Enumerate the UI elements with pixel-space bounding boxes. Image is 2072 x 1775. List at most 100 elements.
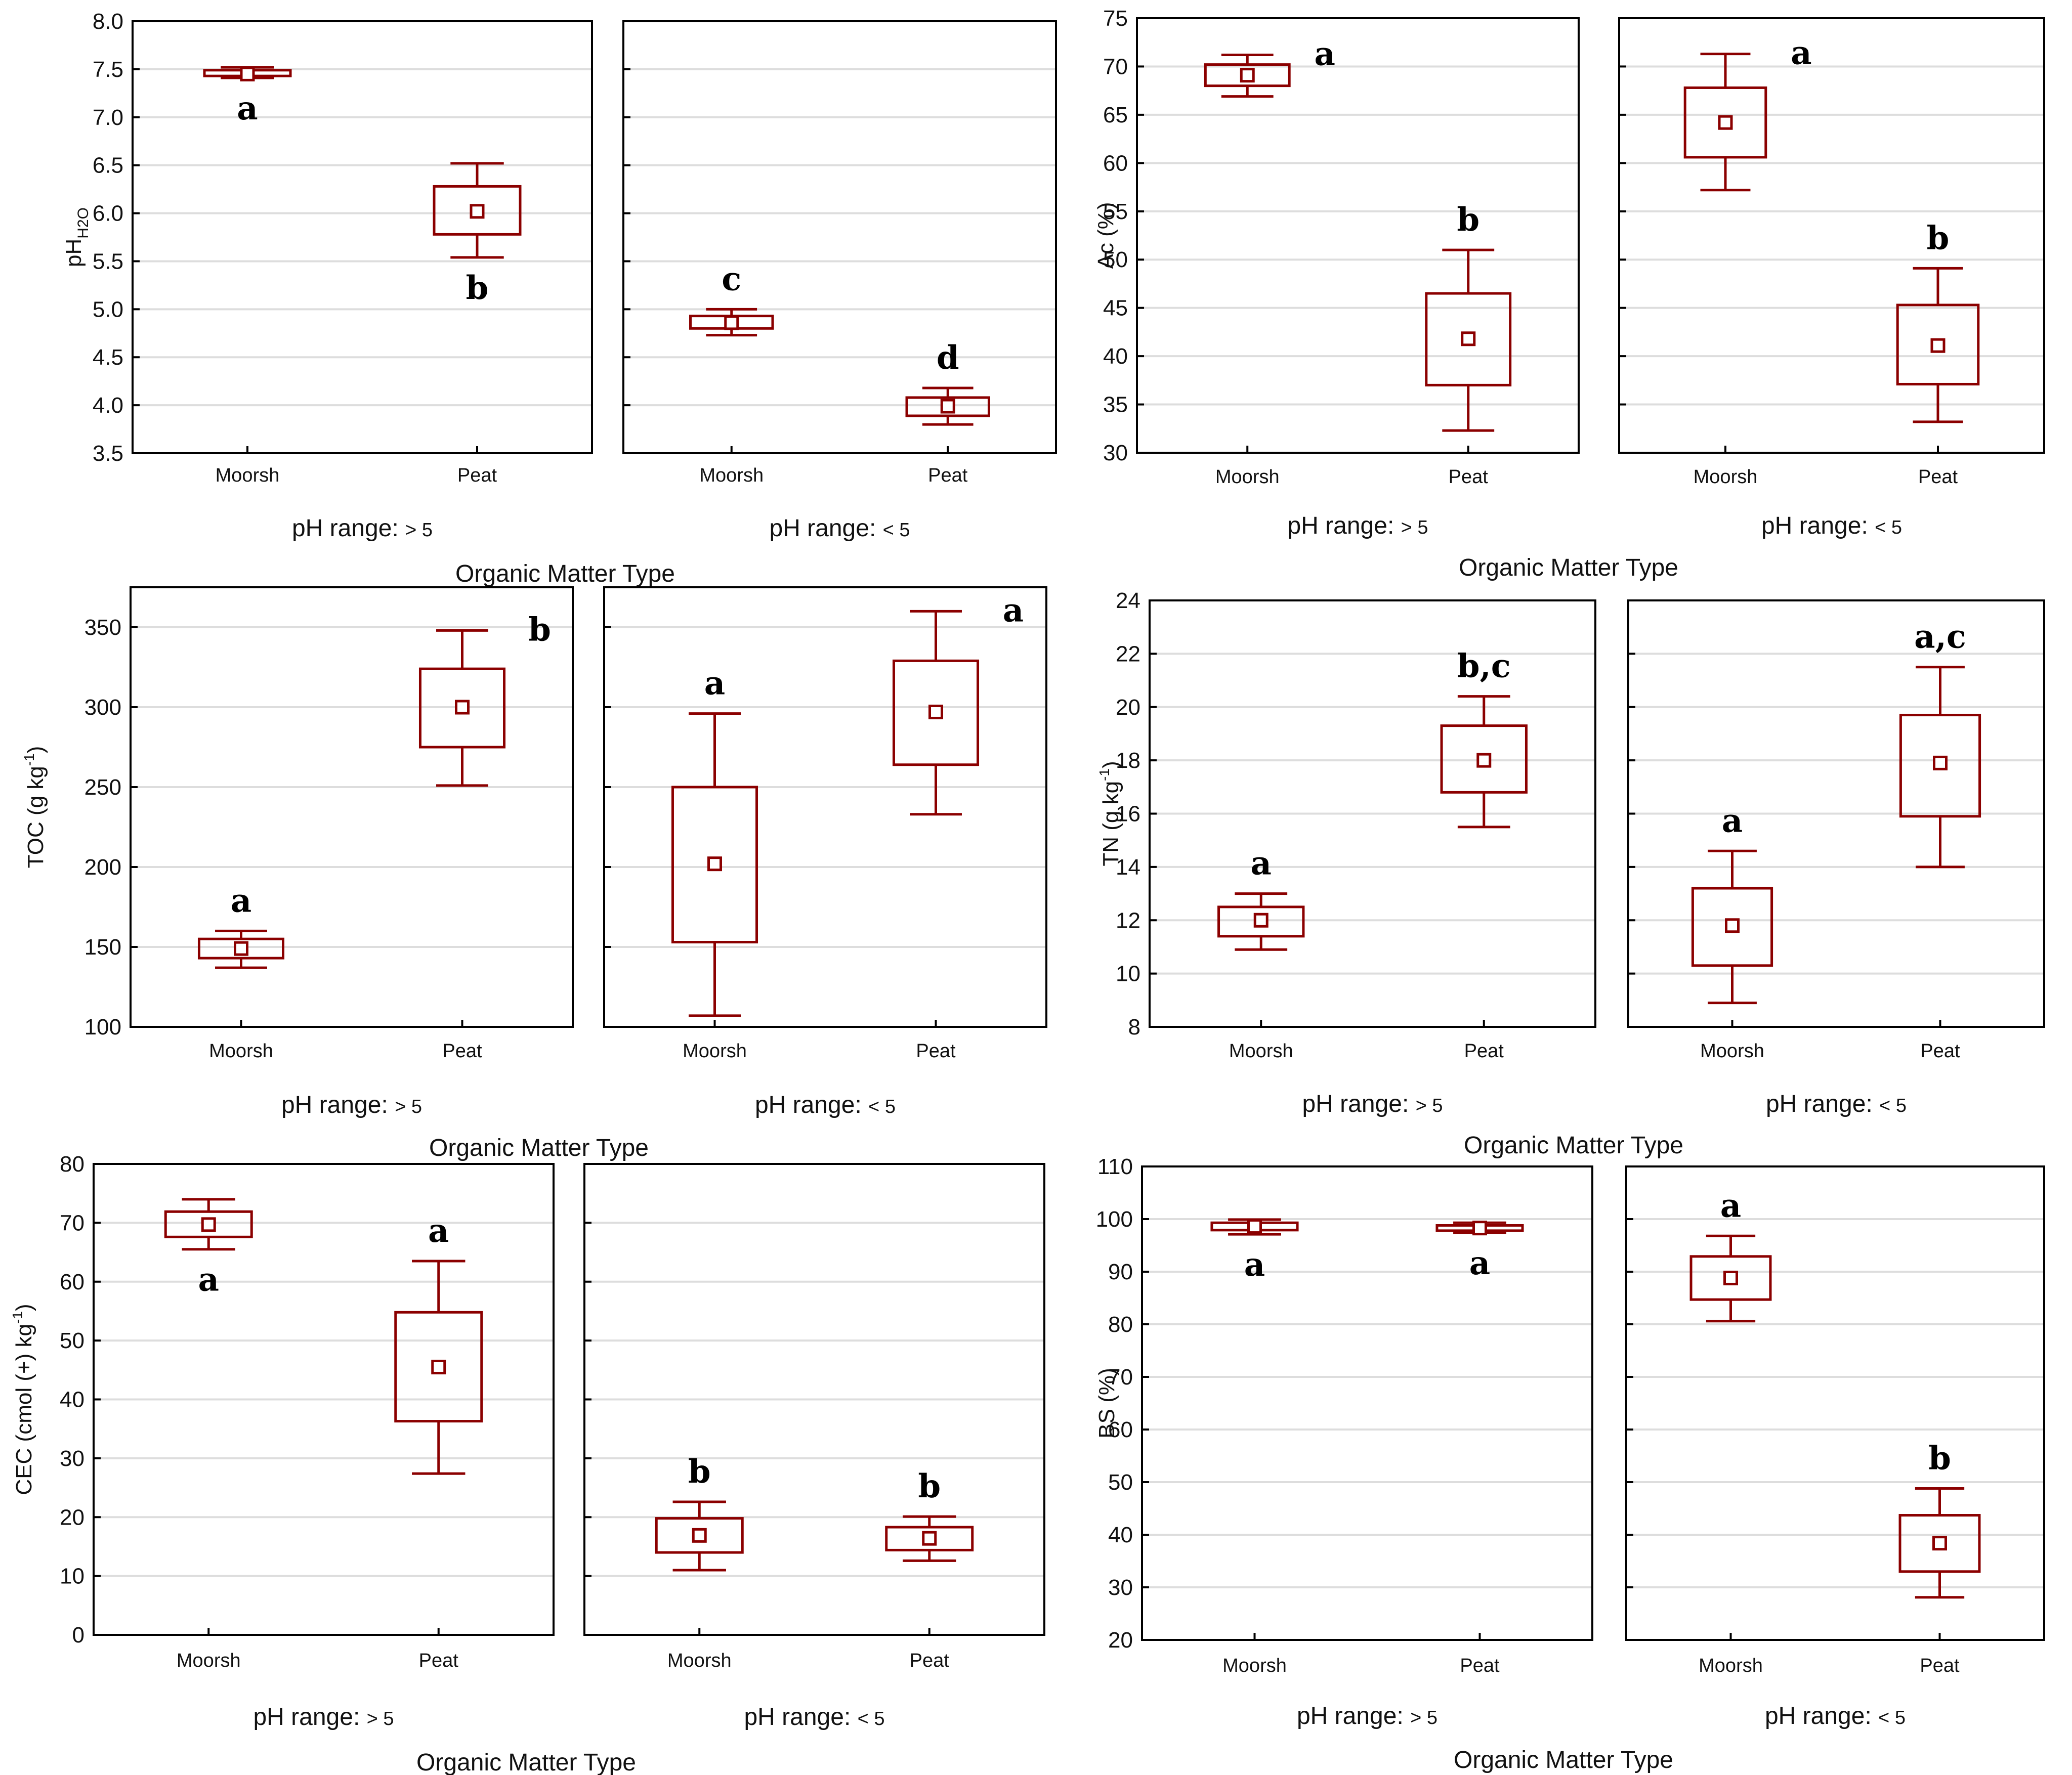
mean-marker xyxy=(724,315,739,330)
y-tick-label: 7.5 xyxy=(93,57,123,82)
panel-frame xyxy=(93,1163,555,1636)
y-tick-label: 6.0 xyxy=(93,201,123,226)
ph-range-label: pH range: > 5 xyxy=(292,515,433,542)
y-tick-label: 100 xyxy=(84,1015,121,1040)
ph-range-label: pH range: < 5 xyxy=(1766,1091,1907,1117)
y-tick-label: 350 xyxy=(84,615,121,640)
x-tick-label: Moorsh xyxy=(1222,1655,1287,1676)
ph-range-label: pH range: > 5 xyxy=(281,1092,422,1118)
panel-frame xyxy=(132,20,593,454)
x-axis-title: Organic Matter Type xyxy=(455,560,675,587)
y-tick-label: 30 xyxy=(60,1446,84,1471)
x-tick-label: Moorsh xyxy=(216,465,280,486)
iqr-box xyxy=(1204,63,1291,88)
x-axis-title: Organic Matter Type xyxy=(1454,1747,1673,1773)
significance-letter: b xyxy=(528,611,551,648)
y-axis-label: pHH2O xyxy=(61,207,92,267)
ph-range-label: pH range: > 5 xyxy=(253,1704,394,1730)
significance-letter: a xyxy=(1469,1244,1490,1282)
panel-frame xyxy=(1625,1165,2045,1641)
significance-letter: a xyxy=(237,90,258,127)
significance-letter: a xyxy=(1722,802,1743,840)
x-tick-label: Peat xyxy=(916,1041,956,1062)
mean-marker xyxy=(455,700,470,715)
box-peat: Peat a xyxy=(394,1212,483,1671)
box-peat: Peat b xyxy=(1425,201,1512,488)
y-tick-label: 6.5 xyxy=(93,153,123,178)
x-tick-label: Peat xyxy=(1460,1655,1500,1676)
box-peat: Peat a xyxy=(1435,1221,1524,1676)
iqr-box xyxy=(1689,1255,1772,1301)
x-tick-label: Peat xyxy=(928,465,968,486)
mean-marker xyxy=(1240,68,1255,83)
y-tick-label: 40 xyxy=(60,1388,84,1412)
x-axis-title: Organic Matter Type xyxy=(1459,554,1678,581)
x-axis-title: Organic Matter Type xyxy=(416,1749,636,1775)
y-tick-label: 7.0 xyxy=(93,105,123,130)
panel-frame xyxy=(1149,599,1596,1028)
y-tick-label: 10 xyxy=(60,1564,84,1589)
iqr-box xyxy=(1425,292,1512,386)
significance-letter: d xyxy=(937,339,959,377)
x-tick-label: Peat xyxy=(1920,1041,1960,1062)
significance-letter: a xyxy=(1251,845,1272,883)
iqr-box xyxy=(671,786,758,944)
iqr-box xyxy=(418,667,506,749)
significance-letter: a xyxy=(198,1261,219,1299)
y-tick-label: 30 xyxy=(1108,1575,1133,1600)
y-tick-label: 5.5 xyxy=(93,249,123,274)
iqr-box xyxy=(1898,1514,1981,1573)
y-tick-label: 75 xyxy=(1103,6,1128,31)
iqr-box xyxy=(1217,905,1305,938)
ph-range-label: pH range: > 5 xyxy=(1287,512,1428,539)
y-tick-label: 60 xyxy=(1103,151,1128,176)
box-moorsh: Moorsh a xyxy=(1691,802,1773,1062)
y-tick-label: 40 xyxy=(1103,344,1128,369)
y-tick-label: 70 xyxy=(1108,1365,1133,1390)
y-axis-label: BS (%) xyxy=(1094,1368,1119,1438)
panel-1: Moorsh a Peat a pH range: > 5 xyxy=(1141,1165,1593,1729)
iqr-box xyxy=(1440,724,1528,794)
box-moorsh: Moorsh a xyxy=(197,882,285,1062)
chart-1: 3.5 4.0 4.5 5.0 5.5 6.0 6.5 7.0 7.5 8.0 pHH2O Moors… xyxy=(61,9,1057,587)
box-peat: Peat b,c xyxy=(1440,647,1528,1062)
panel-2: Moorsh a Peat a pH range: < 5 xyxy=(603,586,1047,1118)
panel-frame xyxy=(1618,17,2045,454)
panel-2: Moorsh b Peat b pH range: < 5 xyxy=(583,1163,1045,1730)
box-peat: Peat b xyxy=(418,611,551,1062)
y-tick-label: 5.0 xyxy=(93,297,123,322)
x-tick-label: Moorsh xyxy=(699,465,764,486)
iqr-box xyxy=(164,1210,253,1238)
significance-letter: b xyxy=(1927,219,1950,257)
y-tick-label: 60 xyxy=(1108,1417,1133,1442)
panel-2: Moorsh a Peat b pH range: < 5 xyxy=(1618,17,2045,539)
y-tick-label: 16 xyxy=(1116,802,1140,827)
iqr-box xyxy=(655,1517,744,1554)
x-tick-label: Peat xyxy=(910,1650,950,1671)
x-tick-label: Peat xyxy=(1449,466,1489,488)
box-peat: Peat a xyxy=(892,591,1024,1062)
mean-marker xyxy=(940,399,955,414)
significance-letter: a xyxy=(1720,1187,1741,1225)
box-peat: Peat b xyxy=(433,162,522,486)
significance-letter: b xyxy=(1928,1439,1951,1477)
box-peat: Peat d xyxy=(905,339,990,486)
significance-letter: a xyxy=(1791,34,1811,72)
significance-letter: a xyxy=(1244,1246,1265,1284)
x-tick-label: Moorsh xyxy=(683,1041,747,1062)
panel-1: Moorsh a Peat b pH range: > 5 xyxy=(1136,17,1580,539)
y-tick-label: 18 xyxy=(1116,748,1140,773)
mean-marker xyxy=(1472,1221,1487,1236)
x-tick-label: Peat xyxy=(1920,1655,1960,1676)
x-tick-label: Peat xyxy=(1918,466,1958,488)
x-tick-label: Moorsh xyxy=(177,1650,241,1671)
x-tick-label: Moorsh xyxy=(667,1650,732,1671)
box-moorsh: Moorsh a xyxy=(164,1198,253,1671)
x-tick-label: Moorsh xyxy=(1215,466,1280,488)
panel-frame xyxy=(603,586,1047,1028)
y-tick-label: 20 xyxy=(1116,695,1140,720)
mean-marker xyxy=(1476,753,1492,768)
panel-frame xyxy=(1136,17,1580,454)
mean-marker xyxy=(1725,918,1740,933)
panel-frame xyxy=(622,20,1057,454)
